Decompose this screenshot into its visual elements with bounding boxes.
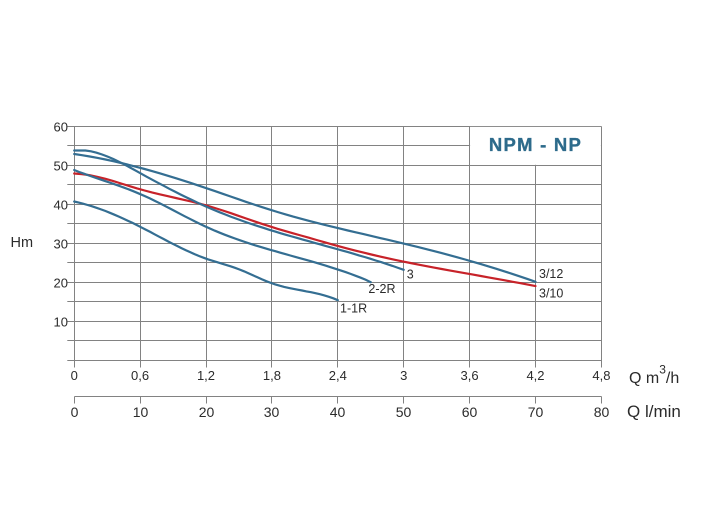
svg-text:2,4: 2,4 [329,368,347,383]
svg-text:60: 60 [462,404,478,420]
svg-text:0: 0 [71,368,78,383]
svg-text:40: 40 [330,404,346,420]
svg-text:1,2: 1,2 [197,368,215,383]
svg-text:3,6: 3,6 [461,368,479,383]
svg-text:10: 10 [133,404,149,420]
svg-text:30: 30 [264,404,280,420]
svg-text:Hm: Hm [11,235,34,251]
svg-text:0: 0 [71,404,79,420]
svg-text:3/10: 3/10 [539,287,563,301]
svg-text:20: 20 [199,404,215,420]
svg-text:3: 3 [407,268,414,282]
svg-text:1-1R: 1-1R [340,302,367,316]
svg-text:60: 60 [54,120,68,135]
svg-text:0,6: 0,6 [131,368,149,383]
svg-text:NPM - NP: NPM - NP [489,134,582,155]
svg-text:10: 10 [54,314,68,329]
svg-text:20: 20 [54,275,68,290]
svg-text:3/12: 3/12 [539,267,563,281]
svg-text:70: 70 [528,404,544,420]
svg-text:30: 30 [54,237,68,252]
svg-text:Q l/min: Q l/min [627,402,681,421]
svg-text:4,2: 4,2 [526,368,544,383]
svg-text:50: 50 [396,404,412,420]
svg-text:2-2R: 2-2R [368,282,395,296]
svg-text:80: 80 [594,404,610,420]
svg-text:3: 3 [400,368,407,383]
svg-text:4,8: 4,8 [592,368,610,383]
svg-text:40: 40 [54,198,68,213]
svg-text:1,8: 1,8 [263,368,281,383]
svg-text:50: 50 [54,159,68,174]
